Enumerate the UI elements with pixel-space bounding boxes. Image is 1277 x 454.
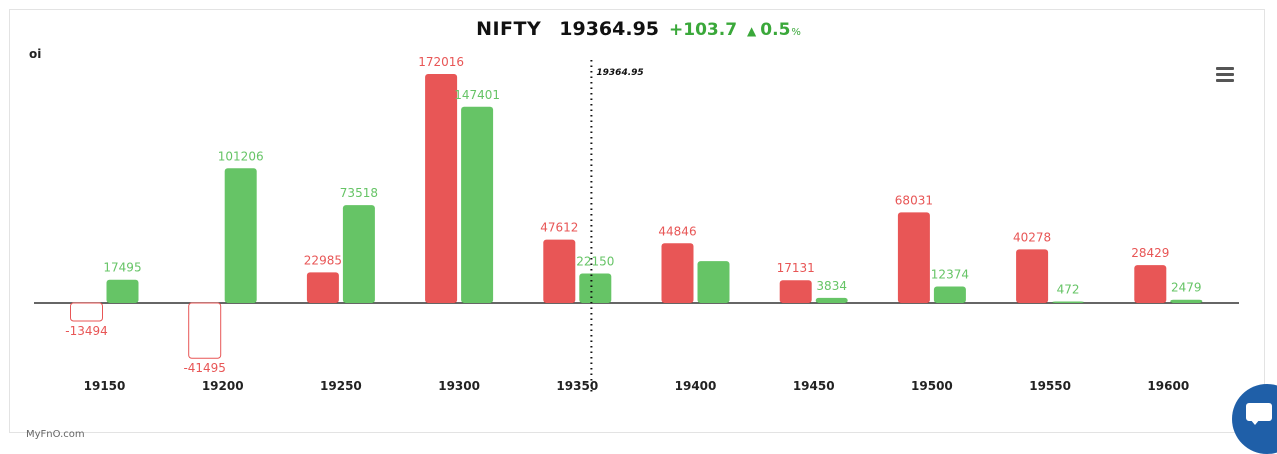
bar-19150-series2 <box>106 279 139 303</box>
x-tick-label-19500: 19500 <box>911 379 953 393</box>
data-label-19600-series1: 28429 <box>1131 246 1169 260</box>
data-label-19150-series2: 17495 <box>103 261 141 275</box>
x-tick-label-19450: 19450 <box>793 379 835 393</box>
bar-19350-series2 <box>579 273 612 303</box>
bar-19300-series2 <box>461 106 494 303</box>
data-label-19450-series1: 17131 <box>777 261 815 275</box>
data-label-19500-series2: 12374 <box>931 268 969 282</box>
bar-19350-series1 <box>543 239 576 303</box>
bar-19500-series1 <box>897 212 930 303</box>
index-change: +103.7 <box>669 20 738 40</box>
data-label-19250-series2: 73518 <box>340 186 378 200</box>
x-tick-label-19200: 19200 <box>202 379 244 393</box>
bar-19550-series2 <box>1052 301 1085 303</box>
y-axis-label: oi <box>29 47 42 61</box>
spot-price-label: 19364.95 <box>596 68 643 78</box>
x-tick-label-19600: 19600 <box>1147 379 1189 393</box>
data-label-19400-series1: 44846 <box>658 224 696 238</box>
bar-19450-series2 <box>815 297 848 303</box>
data-label-19500-series1: 68031 <box>895 193 933 207</box>
chat-bubble-icon <box>1246 403 1272 421</box>
x-tick-label-19250: 19250 <box>320 379 362 393</box>
bar-19300-series1 <box>425 74 458 303</box>
data-label-19550-series1: 40278 <box>1013 230 1051 244</box>
data-label-19300-series1: 172016 <box>418 55 464 69</box>
bar-19400-series1 <box>661 243 694 303</box>
bar-19600-series1 <box>1134 265 1167 303</box>
hamburger-menu-icon[interactable] <box>1216 67 1234 82</box>
data-label-19200-series1: -41495 <box>183 361 226 375</box>
bar-19600-series2 <box>1170 299 1203 303</box>
data-label-19350-series2: 22150 <box>576 255 614 269</box>
data-label-19350-series1: 47612 <box>540 221 578 235</box>
bar-19450-series1 <box>779 280 812 303</box>
bar-19200-series2 <box>224 168 257 303</box>
brand-watermark: MyFnO.com <box>26 429 85 440</box>
data-label-19200-series2: 101206 <box>218 149 264 163</box>
x-tick-label-19550: 19550 <box>1029 379 1071 393</box>
index-name: NIFTY <box>476 18 542 40</box>
bar-19150-series1 <box>70 302 103 322</box>
data-label-19250-series1: 22985 <box>304 253 342 267</box>
x-tick-label-19400: 19400 <box>675 379 717 393</box>
index-percent: 0.5 <box>760 20 791 40</box>
data-label-19300-series2: 147401 <box>454 88 500 102</box>
bar-19250-series1 <box>306 272 339 303</box>
data-label-19150-series1: -13494 <box>65 324 108 338</box>
index-price: 19364.95 <box>559 18 660 40</box>
bar-19200-series1 <box>188 302 222 359</box>
bar-19250-series2 <box>342 205 375 303</box>
data-label-19550-series2: 472 <box>1057 283 1080 297</box>
chart-frame <box>9 9 1265 433</box>
percent-sign: % <box>791 27 801 38</box>
bar-19400-series2 <box>697 261 730 303</box>
bar-19550-series1 <box>1016 249 1049 303</box>
chart-header: NIFTY 19364.95 +103.7 ▲ 0.5 % <box>0 18 1277 40</box>
bar-19500-series2 <box>933 286 966 303</box>
triangle-up-icon: ▲ <box>747 24 757 38</box>
data-label-19600-series2: 2479 <box>1171 281 1202 295</box>
data-label-19450-series2: 3834 <box>816 279 847 293</box>
x-tick-label-19150: 19150 <box>84 379 126 393</box>
x-tick-label-19350: 19350 <box>556 379 598 393</box>
x-tick-label-19300: 19300 <box>438 379 480 393</box>
